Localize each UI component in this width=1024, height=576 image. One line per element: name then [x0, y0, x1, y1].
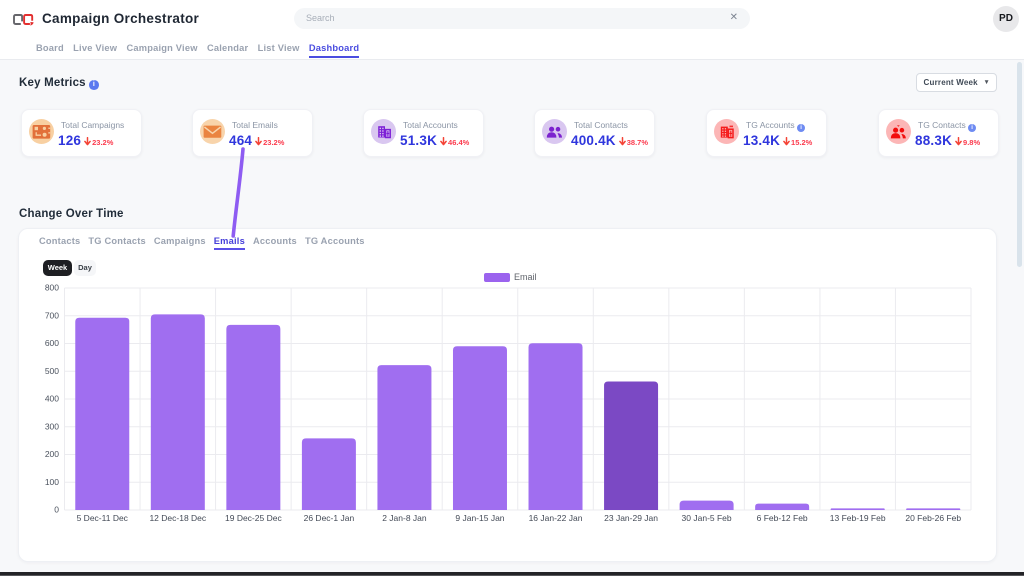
- svg-text:20 Feb-26 Feb: 20 Feb-26 Feb: [905, 513, 961, 523]
- svg-text:9 Jan-15 Jan: 9 Jan-15 Jan: [455, 513, 504, 523]
- svg-text:500: 500: [45, 366, 59, 376]
- svg-text:300: 300: [45, 421, 59, 431]
- svg-text:800: 800: [45, 283, 59, 293]
- svg-text:100: 100: [45, 477, 59, 487]
- svg-text:6 Feb-12 Feb: 6 Feb-12 Feb: [757, 513, 808, 523]
- svg-text:30 Jan-5 Feb: 30 Jan-5 Feb: [682, 513, 732, 523]
- svg-text:16 Jan-22 Jan: 16 Jan-22 Jan: [529, 513, 583, 523]
- svg-text:700: 700: [45, 310, 59, 320]
- svg-text:0: 0: [54, 505, 59, 515]
- svg-text:23 Jan-29 Jan: 23 Jan-29 Jan: [604, 513, 658, 523]
- svg-text:19 Dec-25 Dec: 19 Dec-25 Dec: [225, 513, 282, 523]
- svg-text:200: 200: [45, 449, 59, 459]
- svg-text:26 Dec-1 Jan: 26 Dec-1 Jan: [304, 513, 355, 523]
- svg-text:5 Dec-11 Dec: 5 Dec-11 Dec: [77, 513, 129, 523]
- svg-text:400: 400: [45, 394, 59, 404]
- svg-text:13 Feb-19 Feb: 13 Feb-19 Feb: [830, 513, 886, 523]
- svg-text:2 Jan-8 Jan: 2 Jan-8 Jan: [382, 513, 427, 523]
- svg-text:600: 600: [45, 338, 59, 348]
- svg-text:12 Dec-18 Dec: 12 Dec-18 Dec: [149, 513, 206, 523]
